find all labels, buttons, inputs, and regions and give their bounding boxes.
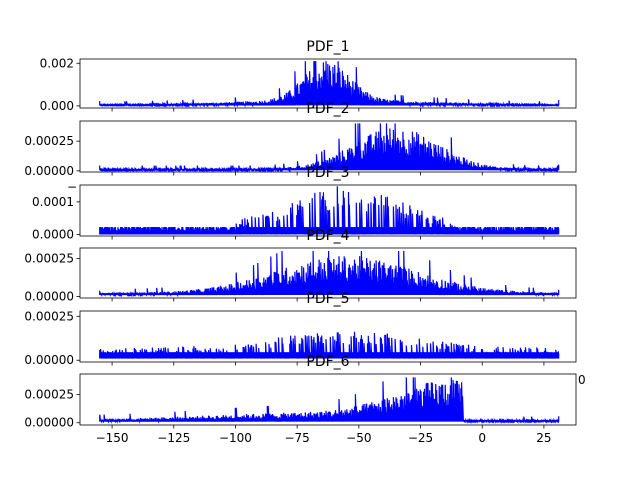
subplot-title: PDF_6 bbox=[306, 354, 349, 370]
subplot-title: PDF_5 bbox=[306, 291, 349, 307]
series-line-pdf-4 bbox=[99, 250, 560, 298]
series-line-pdf-5 bbox=[99, 331, 560, 359]
xtick-label: −125 bbox=[157, 431, 190, 445]
subplot-title: PDF_4 bbox=[306, 228, 349, 244]
series-line-pdf-3 bbox=[99, 186, 560, 235]
subplot-5: 0.00000 0.00025 PDF_5 bbox=[24, 291, 577, 367]
subplot-6: 0.00000 0.00025 −150 −125 −100 −75 −50 −25 0 25 PD… bbox=[24, 354, 577, 445]
ytick-label: 0.00025 bbox=[24, 309, 74, 323]
ytick-label: 0.0001 bbox=[32, 195, 74, 209]
subplots: 0.0000.002PDF_10.000000.00025PDF_20.0000… bbox=[24, 39, 577, 445]
series-line-pdf-1 bbox=[99, 61, 560, 108]
xtick-label: −150 bbox=[96, 431, 129, 445]
series-line-pdf-2 bbox=[99, 123, 560, 173]
subplot-2: 0.00000 0.00025 PDF_2 bbox=[24, 101, 577, 178]
xtick-label: −100 bbox=[219, 431, 252, 445]
overlap-artifact-zero: 0 bbox=[578, 373, 586, 387]
subplot-title: PDF_1 bbox=[306, 39, 349, 55]
subplot-4: 0.00000 0.00025 PDF_4 bbox=[24, 228, 577, 303]
xtick-label: −50 bbox=[346, 431, 371, 445]
ytick-label: 0.00000 bbox=[24, 353, 74, 367]
ytick-label: 0.002 bbox=[40, 56, 74, 70]
axes-frame-1 bbox=[79, 58, 577, 109]
subplot-3: 0.0000 0.0001 PDF_3 bbox=[32, 165, 577, 241]
ytick-label: 0.00025 bbox=[24, 134, 74, 148]
xtick-label: 0 bbox=[478, 431, 486, 445]
axes-frame-6 bbox=[79, 373, 577, 426]
axes-frame-2 bbox=[79, 120, 577, 173]
axes-frame-4 bbox=[79, 247, 577, 299]
ytick-label: 0.00000 bbox=[24, 164, 74, 178]
overlap-artifact-minus: − bbox=[67, 180, 77, 194]
xtick-label: 25 bbox=[536, 431, 551, 445]
ytick-label: 0.00025 bbox=[24, 387, 74, 401]
ytick-label: 0.00000 bbox=[24, 416, 74, 430]
axes-frame-3 bbox=[79, 184, 577, 237]
xtick-label: −25 bbox=[408, 431, 433, 445]
ytick-label: 0.0000 bbox=[32, 227, 74, 241]
series-line-pdf-6 bbox=[99, 377, 560, 424]
ytick-label: 0.00000 bbox=[24, 289, 74, 303]
subplot-1: 0.000 0.002 PDF_1 bbox=[40, 39, 577, 113]
subplot-title: PDF_2 bbox=[306, 101, 349, 117]
xtick-label: −75 bbox=[284, 431, 309, 445]
subplot-title: PDF_3 bbox=[306, 165, 349, 181]
ytick-label: 0.000 bbox=[40, 99, 74, 113]
axes-frame-5 bbox=[79, 310, 577, 363]
ytick-label: 0.00025 bbox=[24, 252, 74, 266]
